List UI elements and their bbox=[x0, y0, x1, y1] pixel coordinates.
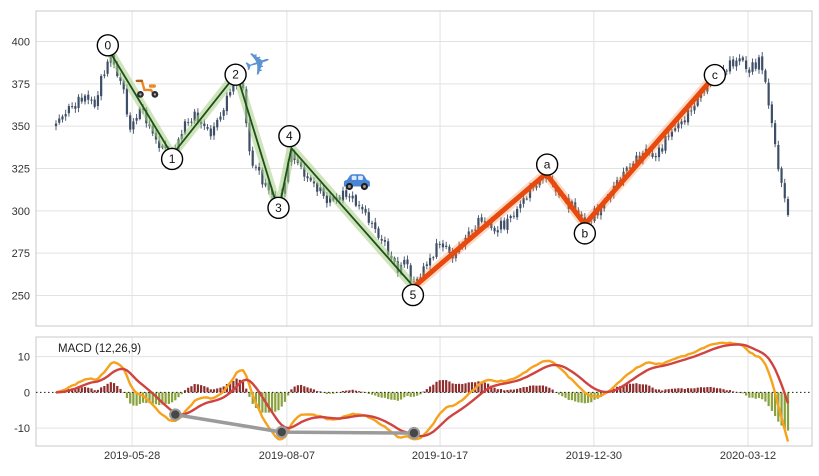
svg-text:1: 1 bbox=[169, 152, 176, 166]
wave-labels: 0 1 2 3 4 5 a b c bbox=[96, 34, 727, 307]
wave-label-b: b bbox=[573, 222, 597, 245]
wave-label-2: 2 bbox=[224, 63, 247, 86]
svg-text:4: 4 bbox=[286, 129, 293, 143]
wave-label-0: 0 bbox=[96, 34, 120, 57]
svg-text:5: 5 bbox=[410, 288, 417, 302]
divergence-dot bbox=[407, 426, 421, 440]
date-axis-tick: 2019-10-17 bbox=[412, 450, 468, 462]
macd-panel-border bbox=[35, 336, 813, 447]
correction-wave-glow bbox=[408, 72, 719, 292]
macd-axis-tick: 0 bbox=[24, 387, 30, 399]
svg-text:0: 0 bbox=[104, 38, 111, 52]
price-axis-tick: 325 bbox=[12, 164, 30, 176]
elliott-wave-lines bbox=[106, 48, 719, 292]
divergence-dot bbox=[275, 425, 288, 439]
svg-text:a: a bbox=[544, 158, 551, 172]
svg-text:2: 2 bbox=[232, 68, 239, 82]
price-axis-tick: 275 bbox=[12, 248, 30, 260]
price-axis-tick: 250 bbox=[12, 291, 30, 303]
date-axis-tick: 2019-12-30 bbox=[566, 450, 622, 462]
wave-label-4: 4 bbox=[278, 124, 301, 148]
price-axis-tick: 350 bbox=[12, 121, 30, 133]
wave-label-5: 5 bbox=[401, 283, 425, 307]
impulse-wave-glow bbox=[106, 48, 419, 292]
svg-text:3: 3 bbox=[275, 201, 282, 215]
correction-wave-line bbox=[411, 74, 717, 290]
car-icon bbox=[343, 174, 370, 191]
price-axis-tick: 400 bbox=[12, 36, 30, 48]
svg-text:c: c bbox=[712, 68, 718, 82]
wave-label-c: c bbox=[703, 63, 727, 87]
price-axis-tick: 300 bbox=[12, 206, 30, 218]
macd-axis-tick: 10 bbox=[18, 352, 30, 364]
price-axis-tick: 375 bbox=[12, 79, 30, 91]
macd-axis-tick: -10 bbox=[14, 423, 30, 435]
date-axis-tick: 2019-08-07 bbox=[259, 450, 315, 462]
date-axis-tick: 2019-05-28 bbox=[104, 450, 160, 462]
grid bbox=[35, 10, 813, 447]
wave-label-a: a bbox=[535, 153, 559, 176]
macd-layer bbox=[36, 341, 812, 442]
macd-indicator-label: MACD (12,26,9) bbox=[58, 343, 141, 355]
wave-label-1: 1 bbox=[160, 147, 184, 171]
price-panel-border bbox=[35, 10, 813, 327]
date-axis-tick: 2020-03-12 bbox=[720, 450, 776, 462]
divergence-dot bbox=[169, 408, 182, 421]
svg-text:b: b bbox=[582, 226, 589, 240]
wave-label-3: 3 bbox=[267, 196, 290, 220]
scooter-icon bbox=[135, 79, 159, 98]
impulse-wave-line bbox=[110, 52, 415, 288]
